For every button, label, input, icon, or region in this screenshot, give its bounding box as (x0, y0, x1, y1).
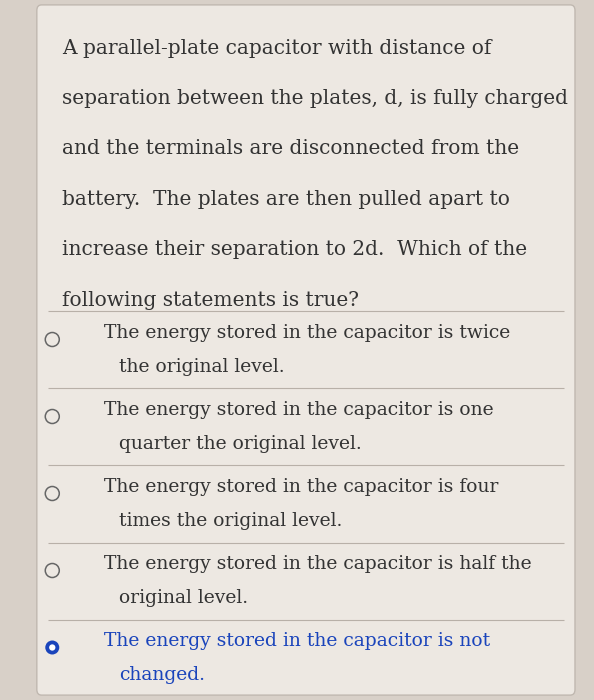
Text: increase their separation to 2d.  Which of the: increase their separation to 2d. Which o… (62, 240, 527, 259)
Text: quarter the original level.: quarter the original level. (119, 435, 362, 453)
Text: The energy stored in the capacitor is half the: The energy stored in the capacitor is ha… (104, 555, 532, 573)
Text: original level.: original level. (119, 589, 248, 607)
Text: changed.: changed. (119, 666, 205, 684)
Text: The energy stored in the capacitor is four: The energy stored in the capacitor is fo… (104, 478, 498, 496)
Text: separation between the plates, d, is fully charged: separation between the plates, d, is ful… (62, 89, 568, 108)
Text: The energy stored in the capacitor is one: The energy stored in the capacitor is on… (104, 401, 494, 419)
Text: The energy stored in the capacitor is twice: The energy stored in the capacitor is tw… (104, 324, 510, 342)
Text: times the original level.: times the original level. (119, 512, 342, 530)
Text: A parallel-plate capacitor with distance of: A parallel-plate capacitor with distance… (62, 38, 492, 57)
Ellipse shape (49, 644, 55, 651)
Ellipse shape (45, 332, 59, 346)
Ellipse shape (45, 564, 59, 577)
Text: The energy stored in the capacitor is not: The energy stored in the capacitor is no… (104, 632, 490, 650)
Ellipse shape (45, 410, 59, 424)
Ellipse shape (45, 640, 59, 654)
Text: and the terminals are disconnected from the: and the terminals are disconnected from … (62, 139, 520, 158)
Ellipse shape (45, 486, 59, 500)
Text: the original level.: the original level. (119, 358, 285, 376)
Text: following statements is true?: following statements is true? (62, 290, 359, 309)
Text: battery.  The plates are then pulled apart to: battery. The plates are then pulled apar… (62, 190, 510, 209)
FancyBboxPatch shape (37, 5, 575, 695)
